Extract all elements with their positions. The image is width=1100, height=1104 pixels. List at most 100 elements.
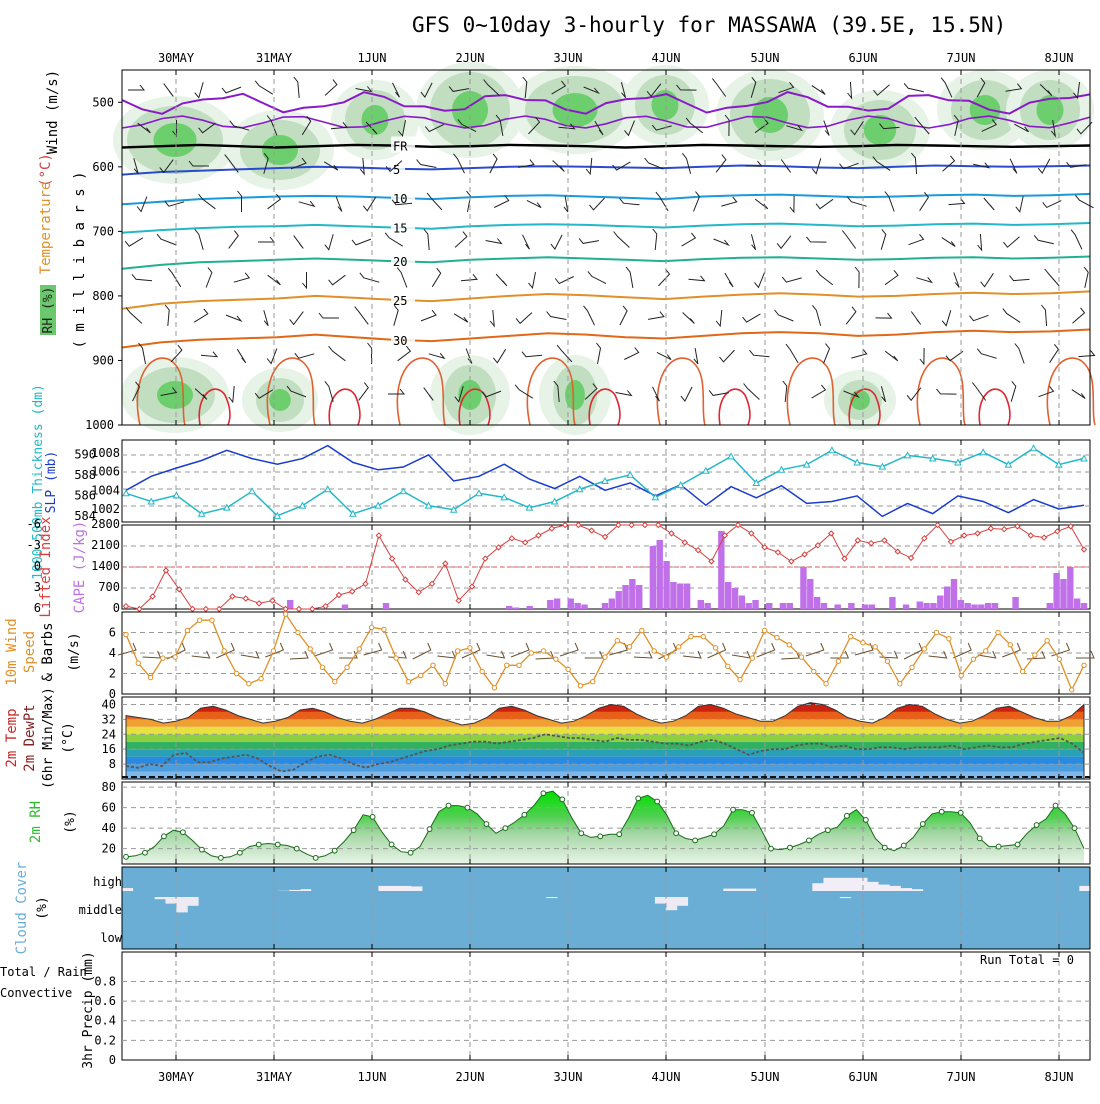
wind-barb (1042, 200, 1062, 209)
rh-area (126, 791, 1084, 864)
axis-title-slp: SLP (mb) (44, 451, 59, 514)
cloud-high-bar (400, 867, 412, 886)
cloud-level-label: middle (79, 903, 122, 917)
wind-barb-10m (363, 642, 383, 656)
lifted-index-point (362, 580, 369, 588)
wind-barb-10m (805, 642, 825, 657)
wind-barb (811, 384, 827, 399)
cape-bar (649, 546, 657, 609)
wind-barb (228, 230, 239, 249)
wind-barb (194, 228, 204, 250)
cloud-high-bar (389, 867, 401, 886)
day-label-bottom: 2JUN (456, 1070, 485, 1084)
wind-barb (528, 272, 536, 290)
rh-point (274, 841, 281, 848)
cape-bar (902, 604, 910, 609)
wind-barb (774, 309, 794, 322)
rh-point (976, 835, 983, 842)
wind-barb-10m (486, 650, 506, 659)
cloud-high-bar (222, 867, 234, 894)
rh-point (142, 849, 148, 856)
cape-bar (957, 600, 965, 609)
wind-barb (906, 387, 922, 402)
y-tick-label-slp: 1006 (91, 465, 120, 479)
wind-speed-point (209, 617, 215, 623)
cloud-high-bar (978, 867, 991, 894)
y-tick-label-slp: 1008 (91, 446, 120, 460)
cloud-high-bar (711, 867, 724, 894)
wind-barb-10m (117, 642, 137, 656)
slp-line (125, 444, 1085, 518)
wind-barb (335, 196, 343, 212)
thickness-point (197, 509, 206, 517)
cape-bar (670, 582, 677, 609)
wind-barb (481, 390, 502, 398)
rh-point (217, 854, 224, 861)
temp-contour-35 (136, 357, 186, 426)
wind-speed-point (356, 646, 363, 652)
wind-barb (585, 157, 593, 176)
axis-title-lifted-index: Lifted Index (38, 516, 54, 617)
wind-barb (715, 309, 723, 328)
cape-bar (766, 603, 773, 609)
cape-bar (724, 582, 732, 609)
temp-band (126, 702, 1084, 705)
rh-contour-core (361, 105, 389, 135)
wind-barb (324, 234, 334, 251)
rh-point (293, 845, 300, 852)
axis-title-minmax: (6hr Min/Max) (41, 687, 56, 789)
cloud-high-bar (333, 867, 346, 894)
y-tick-label: 0.6 (94, 994, 116, 1008)
wind-barb (983, 197, 995, 211)
wind-speed-point (602, 654, 608, 660)
cape-bar (807, 579, 814, 609)
wind-contour (121, 115, 1091, 129)
rh-point (692, 837, 699, 844)
cape-bar (704, 603, 711, 609)
cape-bar (1073, 598, 1081, 609)
lifted-index-point (482, 555, 489, 562)
wind-barb (160, 387, 178, 396)
day-label-bottom: 4JUN (652, 1070, 681, 1084)
wind-barb (550, 234, 563, 251)
temp-contour-20 (121, 255, 1091, 270)
cloud-high-bar (589, 867, 601, 894)
wind-barb (293, 235, 304, 249)
cape-bar (985, 603, 992, 609)
lifted-index-point (814, 542, 822, 549)
axis-title-units: (%) (35, 896, 50, 919)
wind-barb (658, 268, 671, 287)
temp-contour-15 (121, 222, 1091, 234)
rh-point (730, 806, 736, 813)
wind-barb (713, 238, 730, 247)
wind-barb (625, 266, 634, 288)
y-tick-label-slp: 1004 (91, 483, 120, 497)
cloud-high-bar (756, 867, 768, 894)
rh-point (919, 821, 926, 827)
wind-barb (619, 305, 628, 326)
wind-barb (385, 160, 403, 173)
thickness-point (802, 460, 811, 468)
cloud-high-bar (377, 867, 390, 886)
wind-speed-point (430, 662, 436, 668)
wind-barb (884, 350, 899, 362)
wind-barb (454, 386, 464, 403)
y-tick-label-li: 0 (34, 559, 41, 573)
cloud-high-bar (900, 867, 913, 889)
lifted-index-point (402, 576, 409, 583)
wind-barb (620, 82, 627, 99)
cloud-high-bar (166, 867, 179, 894)
cloud-high-bar (522, 867, 535, 894)
wind-barb (428, 352, 446, 360)
cloud-high-bar (1034, 867, 1046, 894)
wind-barb (980, 273, 994, 288)
rh-contour-core (565, 380, 585, 410)
cape-bar (567, 598, 574, 609)
wind-barb (424, 124, 444, 133)
cloud-high-bar (767, 867, 779, 894)
cloud-high-bar (633, 867, 646, 894)
rh-point (236, 849, 243, 856)
cloud-high-bar (244, 867, 257, 894)
wind-speed-point (565, 666, 571, 673)
wind-speed-point (135, 660, 141, 666)
